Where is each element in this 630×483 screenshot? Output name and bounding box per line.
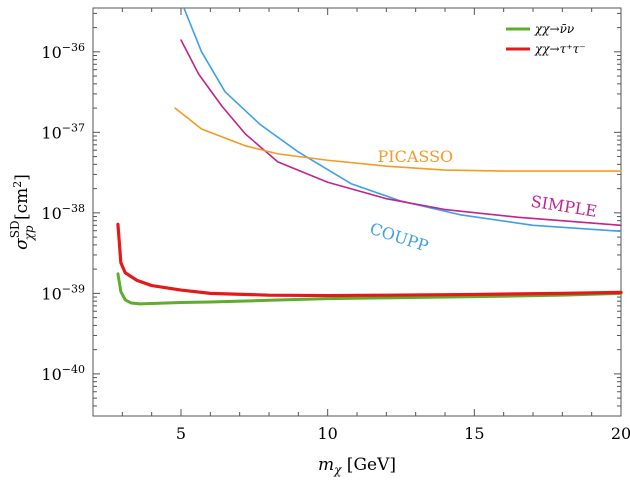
series-line-simple [180, 39, 622, 227]
y-tick-labels: 10−40 10−39 10−38 10−37 10−36 [41, 41, 85, 384]
legend-label-nunu: χχ→ν̄ν [534, 22, 574, 36]
legend: χχ→ν̄ν χχ→τ⁺τ⁻ [506, 22, 586, 56]
series-line-tautau [116, 222, 623, 298]
y-tick-label: 10−39 [41, 282, 85, 303]
series-line-picasso [174, 107, 622, 172]
y-tick-label: 10−40 [41, 363, 85, 384]
y-axis-label: σSDχp [cm2] [8, 174, 36, 250]
legend-label-tautau: χχ→τ⁺τ⁻ [534, 42, 586, 56]
annotation-simple: SIMPLE [529, 192, 598, 221]
y-tick-label: 10−36 [41, 41, 85, 62]
x-tick-label: 5 [176, 424, 186, 443]
series-lines [116, 7, 623, 306]
x-tick-label: 15 [464, 424, 484, 443]
y-tick-label: 10−37 [41, 121, 85, 142]
annotation-picasso: PICASSO [378, 147, 454, 166]
y-tick-label: 10−38 [41, 202, 85, 223]
x-tick-label: 20 [611, 424, 630, 443]
axis-ticks [92, 8, 622, 417]
x-axis-label: mχ [GeV] [318, 455, 396, 477]
x-tick-label: 10 [317, 424, 337, 443]
series-line-couPP [183, 7, 622, 233]
x-tick-labels: 5 10 15 20 [176, 424, 630, 443]
series-line-nunu [116, 272, 623, 306]
annotation-coupp: COUPP [367, 219, 431, 256]
